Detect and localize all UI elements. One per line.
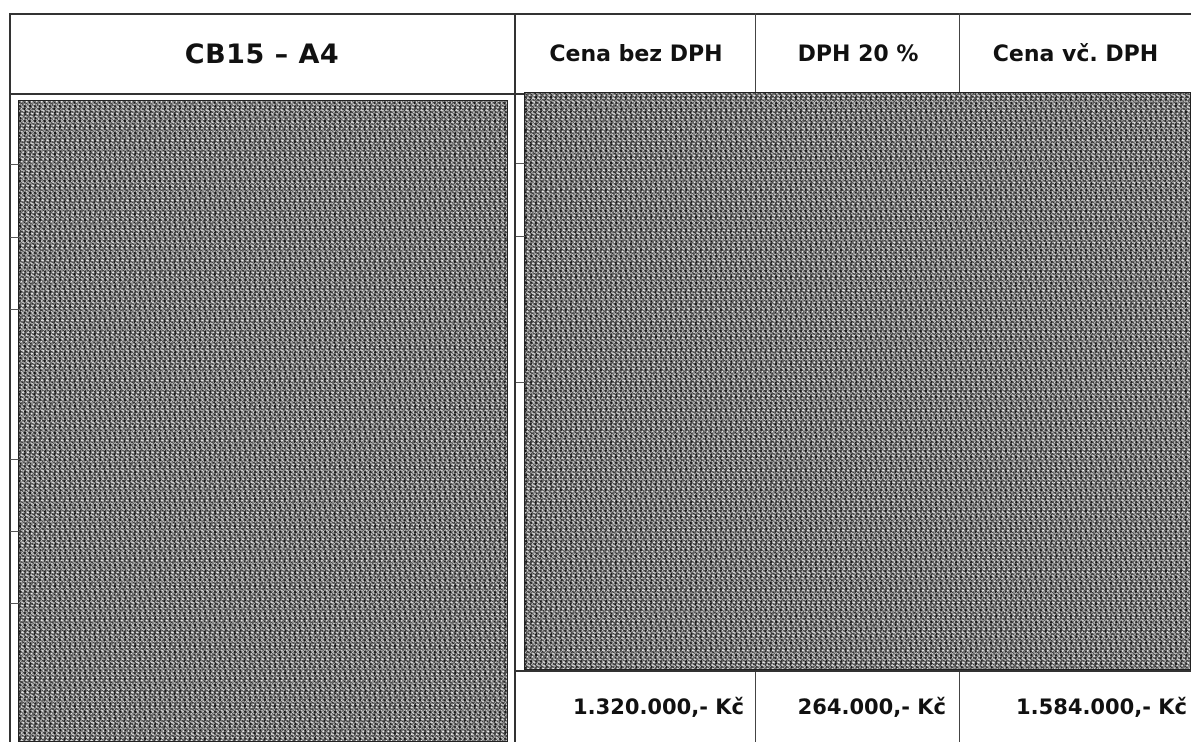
column-divider-1 bbox=[755, 13, 756, 93]
price-with-vat-value: 1.584.000,- Kč bbox=[1016, 695, 1187, 719]
price-divider-2 bbox=[959, 672, 960, 742]
middle-row-marker bbox=[516, 382, 525, 383]
middle-row-marker bbox=[516, 236, 525, 237]
price-without-vat-value: 1.320.000,- Kč bbox=[573, 695, 744, 719]
product-name-header: CB15 – A4 bbox=[184, 38, 340, 70]
price-divider-1 bbox=[755, 672, 756, 742]
column-divider-2 bbox=[959, 13, 960, 93]
price-row-top-border bbox=[516, 670, 1191, 672]
vat-value: 264.000,- Kč bbox=[797, 695, 946, 719]
price-without-vat-header: Cena bez DPH bbox=[549, 41, 723, 67]
table-left-border bbox=[9, 13, 11, 742]
price-with-vat-header: Cena vč. DPH bbox=[992, 41, 1159, 67]
redacted-pricing-details bbox=[524, 92, 1191, 670]
left-row-marker bbox=[10, 531, 20, 532]
middle-row-marker bbox=[516, 163, 525, 164]
left-row-marker bbox=[10, 164, 20, 165]
left-row-marker bbox=[10, 237, 20, 238]
left-row-marker bbox=[10, 309, 20, 310]
column-divider-main bbox=[514, 13, 516, 742]
vat-header: DPH 20 % bbox=[797, 41, 919, 67]
left-row-marker bbox=[10, 603, 20, 604]
table-top-border bbox=[10, 13, 1191, 15]
left-row-marker bbox=[10, 459, 20, 460]
redacted-product-description bbox=[18, 100, 508, 742]
